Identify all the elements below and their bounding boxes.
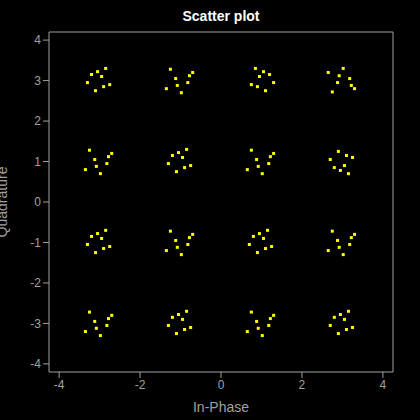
svg-text:-2: -2 <box>135 378 146 392</box>
svg-text:-2: -2 <box>30 276 41 290</box>
svg-text:Quadrature: Quadrature <box>0 166 10 237</box>
svg-text:-4: -4 <box>30 357 41 371</box>
svg-text:3: 3 <box>34 74 41 88</box>
svg-text:-3: -3 <box>30 317 41 331</box>
html-text:Scatter plot: Scatter plot <box>182 8 260 24</box>
svg-text:-1: -1 <box>30 236 41 250</box>
svg-text:0: 0 <box>34 195 41 209</box>
svg-text:0: 0 <box>218 378 225 392</box>
svg-text:In-Phase: In-Phase <box>193 399 249 415</box>
svg-text:4: 4 <box>380 378 387 392</box>
svg-text:4: 4 <box>34 33 41 47</box>
svg-text:2: 2 <box>34 114 41 128</box>
svg-text:2: 2 <box>299 378 306 392</box>
svg-text:-4: -4 <box>54 378 65 392</box>
svg-text:1: 1 <box>34 155 41 169</box>
